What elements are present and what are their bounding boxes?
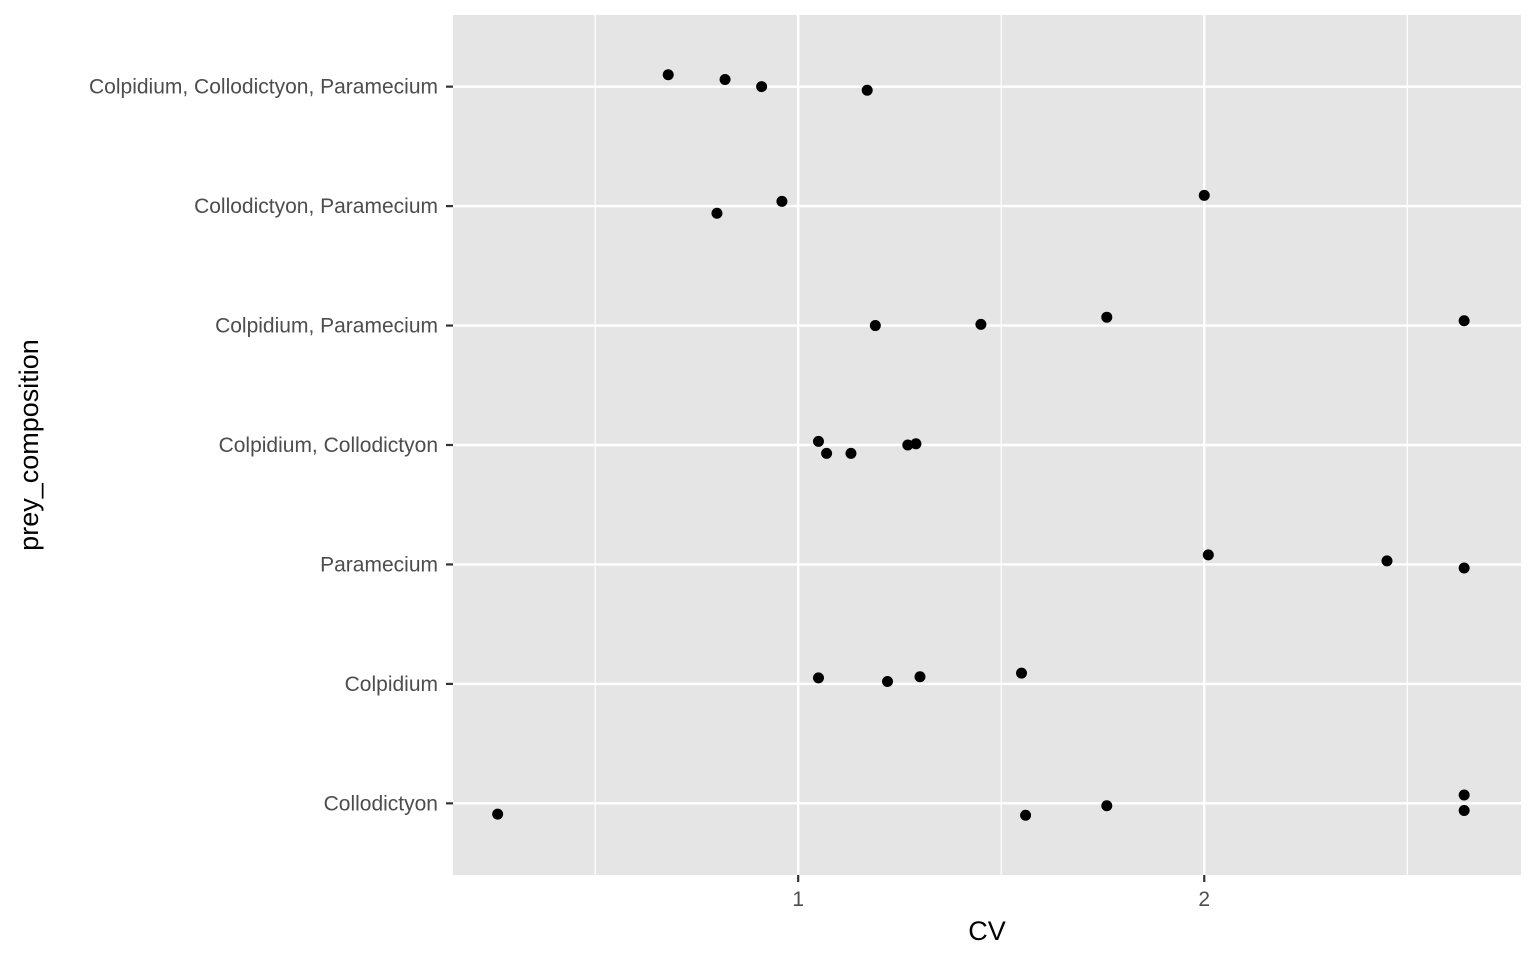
y-tick-label: Paramecium: [320, 553, 438, 576]
data-point: [975, 318, 987, 330]
data-point: [821, 447, 833, 459]
data-point: [861, 84, 873, 96]
data-point: [711, 207, 723, 219]
y-tick-label: Colpidium: [345, 673, 438, 696]
data-point: [1101, 800, 1113, 812]
data-point: [1101, 311, 1113, 323]
data-points: [492, 69, 1470, 821]
data-point: [662, 69, 674, 81]
data-point: [492, 808, 504, 820]
data-point: [845, 447, 857, 459]
data-point: [914, 671, 926, 683]
y-axis-title: prey_composition: [14, 339, 44, 551]
data-point: [756, 81, 768, 93]
data-point: [1458, 562, 1470, 574]
data-point: [869, 320, 881, 332]
data-point: [1016, 667, 1028, 679]
data-point: [910, 438, 922, 450]
y-tick-label: Colpidium, Collodictyon: [219, 434, 438, 457]
y-tick-label: Colpidium, Collodictyon, Paramecium: [89, 76, 438, 99]
data-point: [1381, 555, 1393, 567]
data-point: [1458, 789, 1470, 801]
data-point: [1198, 189, 1210, 201]
data-point: [1020, 809, 1032, 821]
x-tick-label: 1: [792, 888, 804, 911]
axes: Collodictyon Colpidium Paramecium Colpidium…: [89, 76, 1210, 911]
data-point: [776, 195, 788, 207]
y-tick-label: Colpidium, Paramecium: [215, 315, 438, 338]
data-point: [812, 672, 824, 684]
data-point: [1458, 315, 1470, 327]
x-axis-title: CV: [968, 916, 1006, 946]
x-tick-label: 2: [1198, 888, 1210, 911]
gridlines: [453, 15, 1521, 875]
data-point: [882, 676, 894, 687]
data-point: [902, 439, 914, 451]
data-point: [812, 435, 824, 447]
data-point: [1458, 805, 1470, 816]
y-tick-label: Collodictyon: [324, 792, 438, 815]
data-point: [719, 74, 731, 85]
y-tick-label: Collodictyon, Paramecium: [194, 195, 438, 218]
data-point: [1202, 549, 1214, 561]
